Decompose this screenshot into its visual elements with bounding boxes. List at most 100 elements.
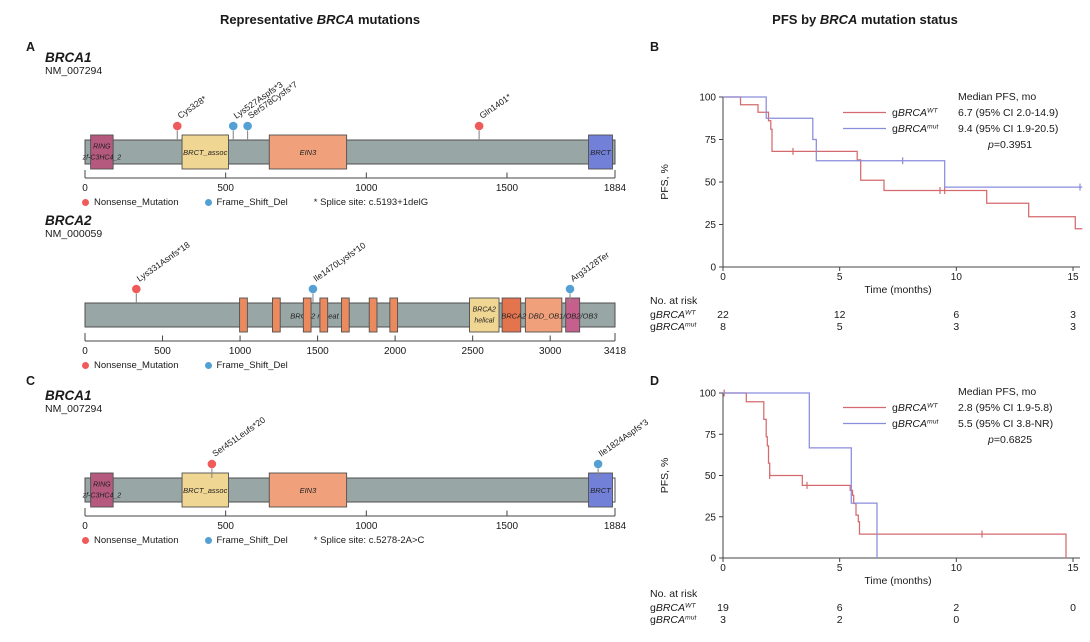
legend-label: Nonsense_Mutation: [94, 535, 179, 546]
right-title-post: mutation status: [857, 12, 958, 27]
right-title-pre: PFS by: [772, 12, 820, 27]
group-label: gBRCAWT: [892, 107, 938, 119]
km-svg-panel-B: 0 25 50 75 100 0 5 10 15 Time (months) PFS, % Media…: [650, 91, 1083, 333]
domain-label: BRCT: [590, 148, 612, 157]
mutation-label: Lys331Asnfs*18: [135, 242, 192, 284]
aa-axis-tick-label: 1500: [306, 346, 329, 357]
y-tick-label: 25: [705, 512, 717, 523]
mutation-dot-Gln1401*: [474, 121, 484, 131]
domain-label: BRCT_assoc: [183, 486, 227, 495]
mutation-dot-Lys527Aspfs*3: [228, 121, 238, 131]
brca1-lollipop-plot-c: RING zf-C3HC4_2 BRCT_assoc EIN3 BRCT Ser451Le…: [30, 415, 655, 534]
y-tick-label: 100: [699, 93, 716, 104]
mutation-dot-Cys328*: [172, 121, 182, 131]
x-tick-label: 5: [837, 272, 843, 283]
transcript-id: NM_007294: [45, 65, 103, 77]
lollipop-svg-BRCA1: RING zf-C3HC4_2 BRCT_assoc EIN3 BRCT Ser451Le…: [82, 415, 651, 532]
domain-repeat-3: [302, 297, 312, 333]
domain-label: RING: [93, 482, 111, 489]
legend-label: Nonsense_Mutation: [94, 360, 179, 371]
km-curve-gBRCA-mut: [723, 96, 1083, 188]
km-curve-gBRCA-WT: [723, 392, 1067, 558]
risk-count: 0: [953, 614, 959, 626]
legend-value: 2.8 (95% CI 1.9-5.8): [958, 402, 1053, 414]
mutation-dot-Lys331Asnfs*18: [132, 284, 141, 294]
brca1-lollipop-plot-a: RING zf-C3HC4_2 BRCT_assoc EIN3 BRCT Cys328* L…: [30, 79, 655, 196]
legend-label: Nonsense_Mutation: [94, 197, 179, 208]
group-label: gBRCAWT: [650, 602, 696, 614]
risk-count: 8: [720, 321, 726, 333]
mutation-label: Gln1401*: [478, 91, 514, 120]
domain-label: zf-C3HC4_2: [82, 493, 122, 500]
panel-label-b: B: [650, 40, 660, 54]
legend-item-frameshift: Frame_Shift_Del: [204, 360, 288, 371]
y-tick-label: 75: [705, 430, 717, 441]
protein-backbone-bar: [84, 139, 616, 165]
domain-label: BRCT_assoc: [183, 148, 227, 157]
domain-DBD-OB3: [565, 297, 581, 333]
aa-axis-tick-label: 0: [82, 346, 88, 357]
domain-BRCT: [588, 134, 613, 170]
domain-label: EIN3: [300, 486, 318, 495]
domain-label: EIN3: [300, 148, 318, 157]
splice-site-note: * Splice site: c.5278-2A>C: [313, 535, 425, 546]
lollipop-legend: Nonsense_Mutation Frame_Shift_Del * Spli…: [82, 535, 655, 546]
gene-name: BRCA1: [45, 50, 92, 65]
aa-axis-tick-label: 1884: [604, 521, 627, 532]
aa-axis-tick-label: 1500: [496, 183, 519, 194]
domain-repeat-4: [319, 297, 329, 333]
km-curve-gBRCA-WT: [723, 96, 1083, 230]
y-tick-label: 0: [710, 263, 716, 274]
domain-span-label: BRCA2 DBD_OB1/OB2/OB3: [501, 312, 598, 321]
legend-label: Frame_Shift_Del: [216, 197, 288, 208]
group-label: gBRCAWT: [650, 309, 696, 321]
transcript-id: NM_007294: [45, 403, 103, 415]
x-tick-label: 5: [837, 563, 843, 574]
track-brca2-panel-a: BRCA2 NM_000059 BRCA2 repeat BRCA2 helical…: [30, 213, 655, 371]
x-tick-label: 10: [951, 272, 963, 283]
mutation-dot-Ile1824Aspfs*3: [593, 459, 603, 469]
km-plot-panel-b: 0 25 50 75 100 0 5 10 15 Time (months) PFS, % Media…: [648, 52, 1090, 344]
x-axis-label: Time (months): [864, 284, 931, 296]
risk-count: 3: [953, 321, 959, 333]
domain-label: zf-C3HC4_2: [82, 155, 122, 162]
lollipop-legend: Nonsense_Mutation Frame_Shift_Del * Spli…: [82, 197, 655, 208]
p-value: p=0.6825: [987, 434, 1032, 446]
mutation-label: Ile1824Aspfs*3: [597, 417, 651, 459]
track-brca1-panel-a: BRCA1 NM_007294 RING zf-C3HC4_2 BRCT_assoc…: [30, 50, 655, 208]
legend-item-nonsense: Nonsense_Mutation: [82, 535, 179, 546]
right-title-gene: BRCA: [819, 12, 858, 27]
aa-axis-tick-label: 3000: [539, 346, 562, 357]
risk-count: 6: [953, 309, 959, 321]
legend-item-nonsense: Nonsense_Mutation: [82, 197, 179, 208]
left-title-pre: Representative: [219, 12, 317, 27]
domain-label: helical: [474, 318, 494, 325]
group-label: gBRCAmut: [650, 321, 697, 333]
domain-repeat-6: [368, 297, 378, 333]
group-label: gBRCAmut: [650, 614, 697, 626]
risk-count: 19: [717, 602, 729, 614]
domain-label: BRCA2: [473, 307, 496, 314]
nonsense-dot-icon: [82, 537, 89, 544]
y-tick-label: 0: [710, 554, 716, 565]
mutation-label: Ser451Leufs*20: [210, 417, 267, 459]
aa-axis-tick-label: 1884: [604, 183, 627, 194]
gene-name: BRCA2: [45, 213, 92, 228]
y-axis-label: PFS, %: [659, 458, 671, 494]
legend-label: Frame_Shift_Del: [216, 360, 288, 371]
aa-axis-tick-label: 500: [154, 346, 171, 357]
risk-count: 2: [953, 602, 959, 614]
bar-region-label: BRCA2 repeat: [290, 312, 339, 321]
aa-axis-tick-label: 1500: [496, 521, 519, 532]
mutation-label: Arg3128Ter: [568, 250, 611, 284]
x-tick-label: 0: [720, 272, 726, 283]
frameshift-dot-icon: [204, 199, 212, 206]
legend-header: Median PFS, mo: [958, 91, 1036, 103]
risk-count: 3: [1070, 309, 1076, 321]
y-tick-label: 25: [705, 220, 717, 231]
legend-value: 5.5 (95% CI 3.8-NR): [958, 418, 1053, 430]
aa-axis-tick-label: 2500: [462, 346, 485, 357]
domain-EIN3: [268, 134, 348, 170]
